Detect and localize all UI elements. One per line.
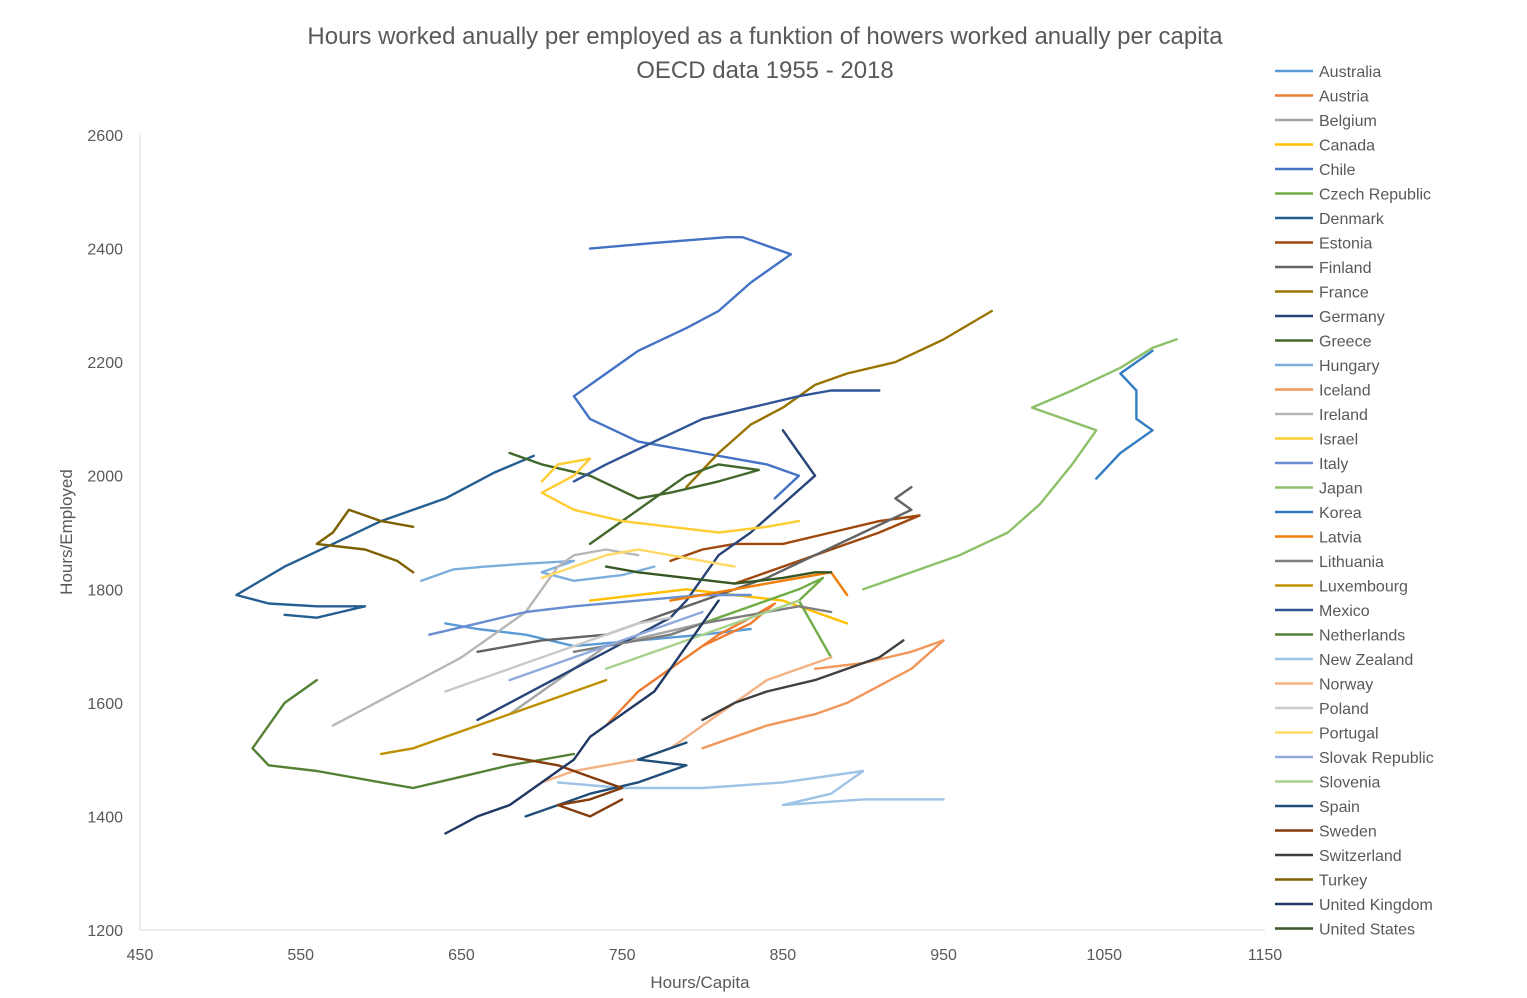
series-line-japan [862,338,1178,591]
legend-entry-luxembourg: Luxembourg [1319,579,1408,596]
legend-entry-netherlands: Netherlands [1319,628,1405,645]
y-tick-label: 1600 [87,696,123,713]
legend-entry-greece: Greece [1319,334,1372,351]
chart-title: Hours worked anually per employed as a f… [307,23,1223,50]
series-line-israel [540,457,801,534]
legend-entry-chile: Chile [1319,162,1356,179]
legend-entry-slovenia: Slovenia [1319,775,1380,792]
x-tick-label: 950 [930,947,957,964]
legend-entry-austria: Austria [1319,89,1369,106]
legend-entry-finland: Finland [1319,260,1371,277]
x-tick-label: 650 [448,947,475,964]
series-line-hungary [420,559,656,582]
legend-entry-israel: Israel [1319,432,1358,449]
legend-entry-denmark: Denmark [1319,211,1385,228]
y-tick-label: 2000 [87,469,123,486]
legend-entry-new-zealand: New Zealand [1319,652,1413,669]
x-tick-label: 550 [287,947,314,964]
legend-entry-estonia: Estonia [1319,236,1372,253]
series-line-finland [476,485,913,653]
x-tick-label: 450 [127,947,154,964]
legend-entry-united-states: United States [1319,922,1415,939]
series-line-sweden [492,752,624,818]
series-line-portugal [540,548,736,580]
legend-entry-japan: Japan [1319,481,1363,498]
series-line-netherlands [251,678,576,790]
legend-entry-ireland: Ireland [1319,407,1368,424]
y-tick-label: 1200 [87,923,123,940]
series-line-united-kingdom [444,599,720,835]
series-line-chile [572,235,801,500]
legend-entry-sweden: Sweden [1319,824,1377,841]
legend-entry-mexico: Mexico [1319,603,1370,620]
legend-entry-canada: Canada [1319,138,1375,155]
x-tick-label: 1150 [1248,947,1283,964]
legend-entry-italy: Italy [1319,456,1348,473]
legend-entry-germany: Germany [1319,309,1385,326]
y-tick-label: 2400 [87,242,123,259]
series-line-greece [508,451,760,546]
x-axis-label: Hours/Capita [650,973,750,992]
legend-entry-korea: Korea [1319,505,1362,522]
legend-entry-poland: Poland [1319,701,1369,718]
legend-entry-united-kingdom: United Kingdom [1319,897,1433,914]
legend-entry-belgium: Belgium [1319,113,1377,130]
legend-entry-latvia: Latvia [1319,530,1362,547]
series-line-slovak-republic [508,610,704,682]
chart-subtitle: OECD data 1955 - 2018 [636,57,894,84]
series-line-estonia [669,514,921,585]
legend-entry-spain: Spain [1319,799,1360,816]
x-tick-label: 750 [609,947,636,964]
axes: 450 550 650 750 850 950 1050 1150 1200 1400 1600 18… [87,128,1282,964]
series-line-turkey [315,508,415,574]
series-line-germany [476,429,817,722]
legend-entry-switzerland: Switzerland [1319,848,1402,865]
legend-entry-lithuania: Lithuania [1319,554,1384,571]
series-line-united-states [604,565,833,585]
series-line-new-zealand [556,769,945,807]
y-tick-label: 2600 [87,128,123,145]
series-line-austria [604,602,776,727]
series-line-luxembourg [379,678,608,756]
y-tick-label: 2200 [87,355,123,372]
y-tick-label: 1800 [87,582,123,599]
legend: Australia Austria Belgium Canada Chile Czech … [1275,64,1434,939]
series-line-poland [444,616,672,693]
legend-entry-turkey: Turkey [1319,873,1367,890]
y-axis-label: Hours/Employed [57,469,76,595]
series-line-switzerland [701,639,905,722]
series-line-mexico [572,389,881,483]
legend-entry-czech-republic: Czech Republic [1319,187,1431,204]
x-tick-label: 1050 [1086,947,1122,964]
legend-entry-france: France [1319,285,1369,302]
series-line-norway [540,656,833,784]
legend-entry-hungary: Hungary [1319,358,1379,375]
legend-entry-iceland: Iceland [1319,383,1371,400]
legend-entry-norway: Norway [1319,677,1373,694]
x-tick-label: 850 [770,947,797,964]
series-line-denmark [235,454,535,619]
series-line-france [685,309,993,489]
legend-entry-portugal: Portugal [1319,726,1379,743]
series-line-ireland [331,548,640,727]
plot-area [235,235,1178,835]
y-tick-label: 1400 [87,809,123,826]
legend-entry-slovak-republic: Slovak Republic [1319,750,1434,767]
series-line-slovenia [604,599,801,670]
series-line-korea [1095,349,1154,480]
series-line-iceland [701,639,945,750]
legend-entry-australia: Australia [1319,64,1381,81]
